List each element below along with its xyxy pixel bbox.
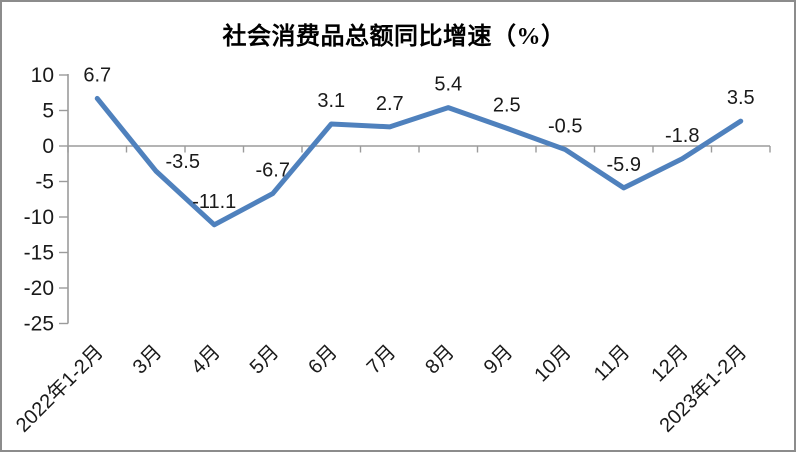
data-point-label: 2.7 xyxy=(376,93,404,115)
x-axis-category-label: 9月 xyxy=(480,341,518,379)
data-point-label: -5.9 xyxy=(607,154,641,176)
x-axis-category-label: 12月 xyxy=(647,341,692,386)
data-point-label: -6.7 xyxy=(256,160,290,182)
x-axis-category-label: 2022年1-2月 xyxy=(11,340,107,436)
y-axis-tick-label: -20 xyxy=(24,277,54,300)
y-axis-tick-label: 0 xyxy=(42,135,54,158)
x-axis-category-label: 11月 xyxy=(590,341,634,385)
x-axis-category-label: 10月 xyxy=(530,341,575,386)
x-axis-category-label: 4月 xyxy=(187,341,225,379)
x-axis-category-label: 3月 xyxy=(129,341,167,379)
y-axis-tick-label: -5 xyxy=(35,171,54,194)
y-axis-tick-label: -25 xyxy=(24,313,54,336)
data-point-label: -1.8 xyxy=(665,125,699,147)
series-line xyxy=(94,95,744,228)
x-axis-category-label: 5月 xyxy=(246,341,284,379)
x-axis-category-label: 7月 xyxy=(363,341,401,379)
data-point-label: -3.5 xyxy=(166,151,200,173)
data-point-label: 3.1 xyxy=(317,90,345,112)
x-axis-category-label: 8月 xyxy=(421,341,459,379)
data-point-label: -11.1 xyxy=(192,191,236,213)
chart-title: 社会消费品总额同比增速（%） xyxy=(222,24,566,50)
x-axis-category-label: 6月 xyxy=(304,341,342,379)
y-axis-tick-label: -10 xyxy=(24,206,54,229)
data-point-label: 6.7 xyxy=(83,64,111,86)
y-axis-tick-label: 10 xyxy=(31,64,54,87)
y-axis-tick-label: -15 xyxy=(24,242,54,265)
data-point-label: 2.5 xyxy=(493,94,521,116)
data-point-label: -0.5 xyxy=(548,116,582,138)
data-point-label: 3.5 xyxy=(727,87,755,109)
y-axis-tick-label: 5 xyxy=(42,100,54,123)
data-point-label: 5.4 xyxy=(434,74,462,96)
